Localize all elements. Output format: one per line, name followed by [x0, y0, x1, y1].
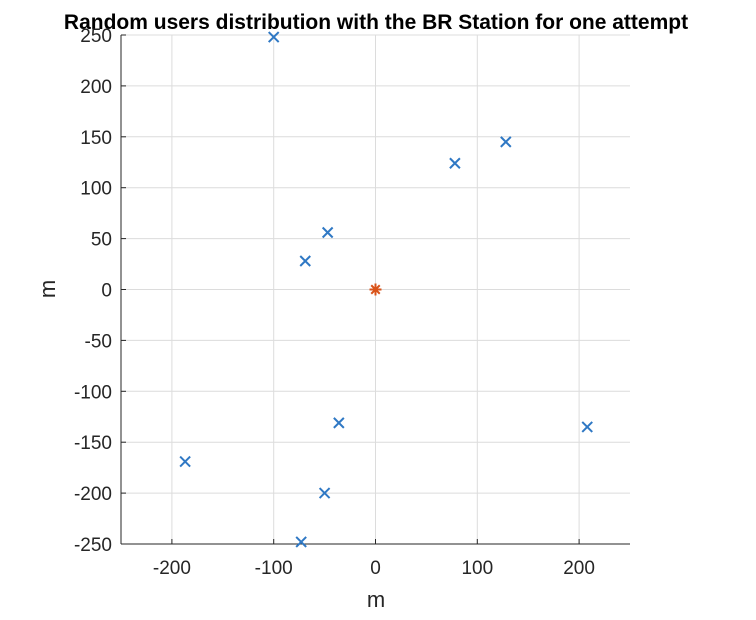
y-tick-label: 200 — [80, 77, 112, 98]
y-tick-label: -150 — [74, 433, 112, 454]
y-axis-label: m — [35, 280, 60, 298]
user-point — [333, 417, 345, 429]
station-point — [369, 283, 382, 296]
x-tick-label: 100 — [461, 558, 493, 579]
user-point — [295, 536, 307, 548]
y-tick-label: -100 — [74, 382, 112, 403]
user-point — [449, 157, 461, 169]
x-tick-label: 0 — [370, 558, 381, 579]
user-point — [299, 255, 311, 267]
x-axis-label: m — [367, 587, 385, 612]
y-tick-label: 150 — [80, 128, 112, 149]
data-points — [179, 31, 593, 548]
y-tick-label: -250 — [74, 535, 112, 556]
y-tick-label: -50 — [85, 331, 112, 352]
user-point — [179, 455, 191, 468]
user-point — [267, 31, 280, 43]
user-point — [321, 226, 334, 239]
chart-title: Random users distribution with the BR St… — [64, 11, 688, 34]
axes — [120, 34, 630, 545]
y-tick-label: 100 — [80, 179, 112, 200]
x-tick-label: -200 — [153, 558, 191, 579]
x-tick-label: -100 — [255, 558, 293, 579]
y-tick-label: -200 — [74, 484, 112, 505]
y-tick-label: 0 — [101, 281, 112, 302]
y-tick-label: 250 — [80, 26, 112, 47]
x-tick-label: 200 — [563, 558, 595, 579]
user-point — [581, 421, 593, 433]
y-tick-label: 50 — [91, 230, 112, 251]
user-point — [318, 487, 331, 499]
user-point — [500, 136, 512, 148]
tick-labels: -200 -100 0 100 200 -250 -200 -150 -100 -50 0 50 100… — [74, 26, 595, 579]
